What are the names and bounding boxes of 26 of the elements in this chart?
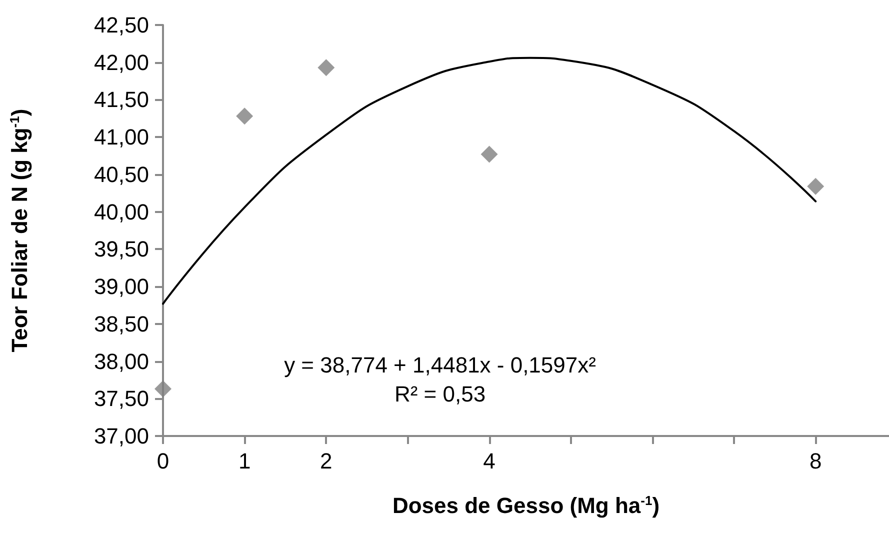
y-tick-label: 38,00 — [94, 348, 149, 374]
point — [318, 59, 335, 76]
x-tick-label: 0 — [156, 448, 170, 474]
y-axis-title: Teor Foliar de N (g kg-1) — [7, 108, 32, 352]
point — [236, 108, 254, 125]
y-tick-label: 39,00 — [94, 274, 149, 300]
y-tick-label: 37,00 — [94, 424, 149, 448]
y-tick-label: 42,50 — [94, 12, 149, 38]
x-tick-label: 1 — [238, 448, 251, 474]
y-tick-label: 39,50 — [94, 236, 149, 262]
y-tick-label: 42,00 — [94, 50, 149, 75]
y-tick-label: 41,50 — [94, 87, 149, 112]
x-tick-label: 8 — [809, 448, 822, 474]
annotation: y = 38,774 + 1,4481x - 0,1597x² — [284, 352, 596, 378]
x-tick-label: 2 — [320, 448, 332, 474]
y-tick-label: 40,50 — [94, 162, 149, 187]
annotation: R² = 0,53 — [394, 382, 486, 406]
point — [807, 178, 824, 195]
line-series — [162, 56, 817, 305]
y-tick-label: 37,50 — [94, 386, 149, 412]
y-tick-label: 40,00 — [94, 199, 149, 224]
y-tick-label: 38,50 — [94, 311, 149, 336]
point — [480, 146, 498, 163]
x-tick-label: 4 — [483, 448, 496, 474]
y-tick-label: 41,00 — [94, 124, 149, 150]
point — [154, 380, 172, 398]
